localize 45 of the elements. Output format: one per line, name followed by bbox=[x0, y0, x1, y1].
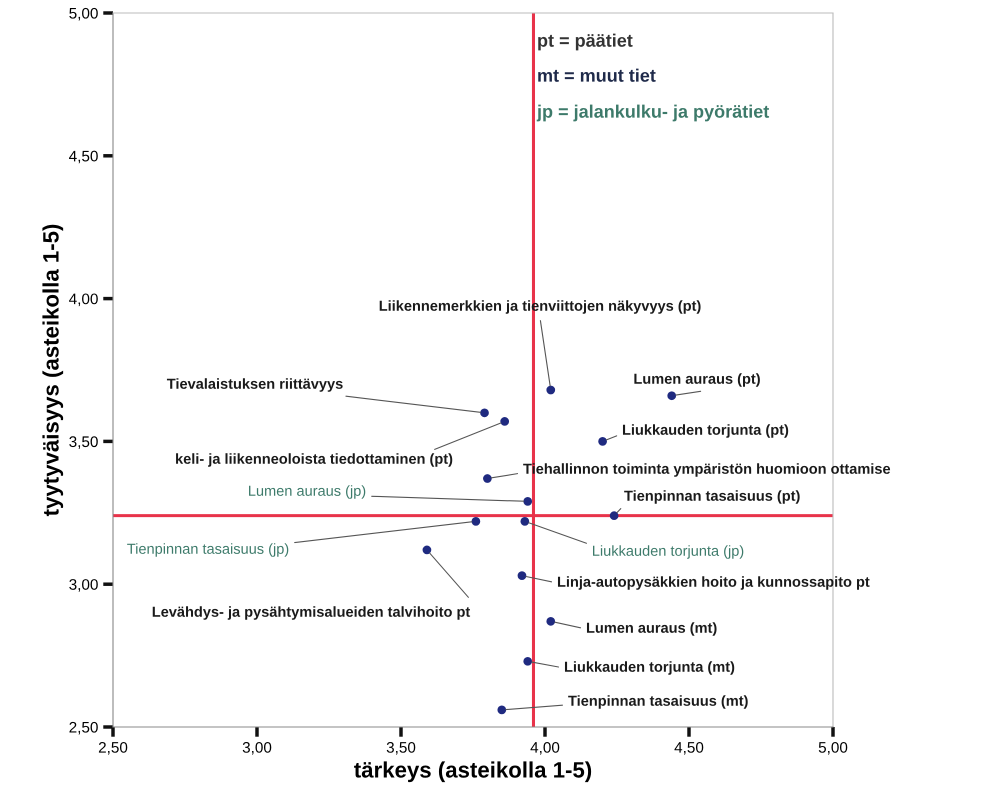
annotation: Lumen auraus (pt) bbox=[634, 373, 760, 387]
x-tick-label: 4,50 bbox=[674, 742, 704, 755]
x-tick-label: 4,00 bbox=[530, 742, 560, 755]
point bbox=[546, 386, 556, 394]
x-tick-label: 3,50 bbox=[386, 742, 416, 755]
x-tick-label: 3,00 bbox=[242, 742, 272, 755]
y-tick-label: 4,50 bbox=[69, 150, 98, 164]
y-axis-title: tyytyväisyys (asteikolla 1-5) bbox=[42, 224, 64, 516]
annotation: Tienpinnan tasaisuus (mt) bbox=[568, 695, 748, 709]
annotation: Tievalaistuksen riittävyys bbox=[166, 378, 343, 392]
annotation: Tienpinnan tasaisuus (pt) bbox=[624, 490, 800, 504]
annotation: mt = muut tiet bbox=[538, 68, 656, 82]
point bbox=[523, 656, 532, 666]
annotation: Levähdys- ja pysähtymisalueiden talvihoito pt bbox=[152, 606, 470, 620]
annotation: Linja-autopysäkkien hoito ja kunnossapito pt bbox=[558, 576, 870, 590]
point bbox=[497, 705, 506, 714]
annotation: Tienpinnan tasaisuus (jp) bbox=[127, 543, 288, 557]
point bbox=[520, 517, 530, 526]
y-tick-label: 4,00 bbox=[69, 293, 98, 306]
point bbox=[500, 417, 510, 426]
annotation: Lumen auraus (jp) bbox=[249, 485, 366, 499]
annotation: keli- ja liikenneoloista tiedottaminen (pt) bbox=[176, 453, 452, 467]
point bbox=[480, 408, 489, 418]
y-tick-label: 2,50 bbox=[69, 722, 98, 734]
annotation: Liukkauden torjunta (pt) bbox=[622, 424, 788, 438]
annotation: Lumen auraus (mt) bbox=[586, 622, 717, 636]
point bbox=[598, 437, 607, 446]
annotation: Liukkauden torjunta (jp) bbox=[593, 545, 744, 559]
annotation: jp = jalankulku- ja pyörätiet bbox=[536, 104, 770, 122]
y-tick-label: 3,00 bbox=[69, 579, 98, 592]
annotation: Liukkauden torjunta (mt) bbox=[564, 661, 734, 675]
point bbox=[472, 517, 480, 526]
x-tick-label: 5,00 bbox=[818, 742, 848, 755]
x-axis-title: tärkeys (asteikolla 1-5) bbox=[354, 761, 592, 782]
point bbox=[483, 474, 492, 483]
point bbox=[610, 511, 618, 520]
x-tick-label: 2,50 bbox=[98, 742, 128, 755]
annotation: pt = päätiet bbox=[538, 34, 633, 50]
point bbox=[546, 616, 556, 626]
point bbox=[523, 497, 532, 506]
point bbox=[518, 571, 526, 580]
y-tick-label: 5,00 bbox=[69, 8, 98, 20]
point bbox=[422, 546, 432, 554]
y-tick-label: 3,50 bbox=[69, 436, 98, 449]
point bbox=[667, 391, 676, 400]
